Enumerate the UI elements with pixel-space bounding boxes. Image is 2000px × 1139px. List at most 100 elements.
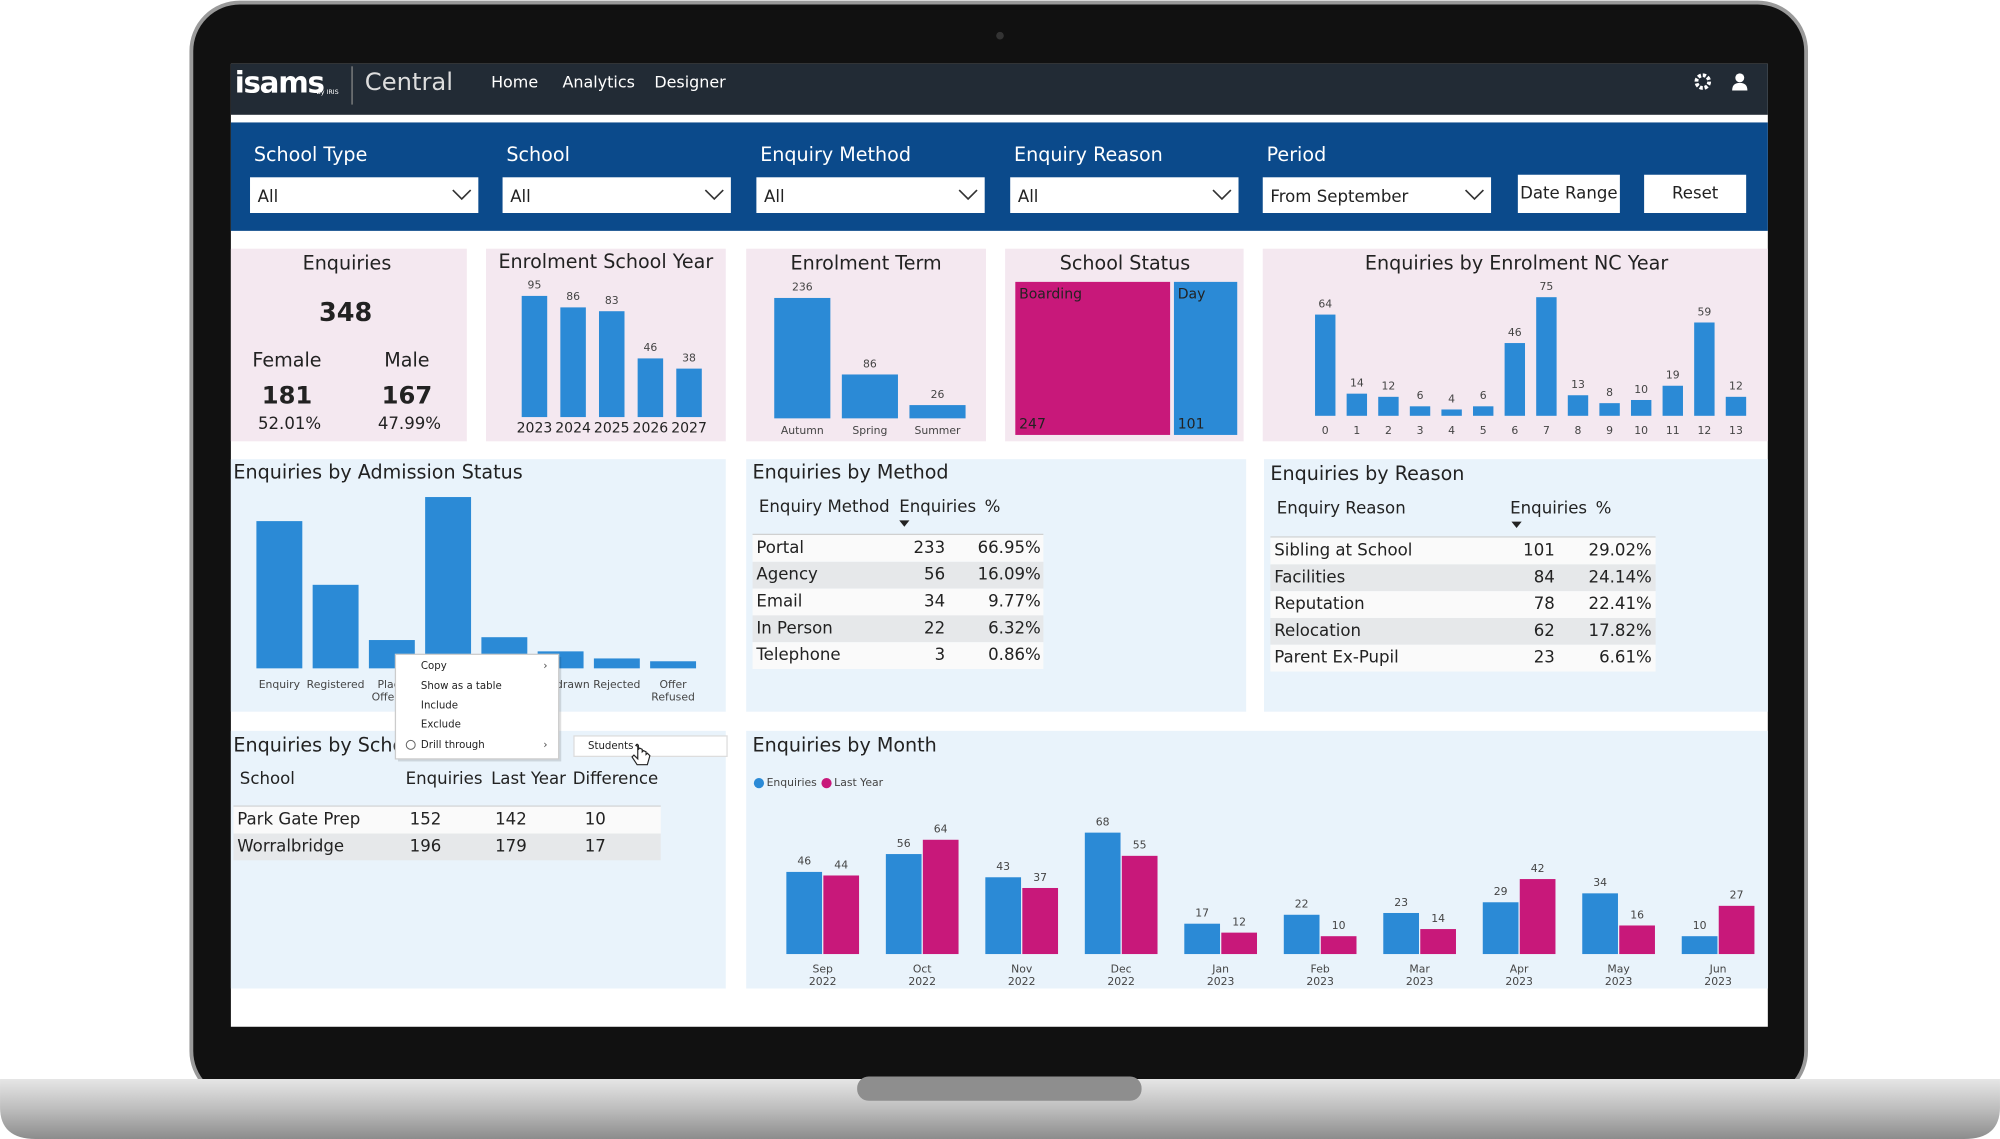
column-header: School [240,769,295,788]
column-header: Enquiry Method [759,497,890,516]
bar [650,661,697,669]
bar [1383,912,1419,955]
data-label: 64 [1318,297,1332,310]
table-cell: 233 [913,538,945,557]
filter-label: Enquiry Method [760,143,911,166]
menu-item[interactable]: Include [421,700,458,711]
button[interactable] [1517,174,1620,214]
male-pct: 47.99% [378,414,441,433]
menu-item[interactable]: Exclude [421,719,461,730]
bar [560,307,586,418]
total: 348 [319,298,372,328]
menu-item[interactable]: Copy [421,661,447,672]
filter-bar [230,122,1768,231]
category-label: 5 [1480,424,1487,437]
male-label: Male [384,348,429,371]
table-cell: 10 [585,810,606,829]
legend-label: Last Year [834,776,883,789]
category-label: 2026 [633,421,669,437]
menu-item[interactable]: Drill through [421,740,485,751]
dropdown-value: From September [1270,187,1408,206]
data-label: 22 [1295,898,1309,911]
chevron [1464,189,1484,201]
data-label: 6 [1480,389,1487,402]
treemap-tile [1015,281,1171,435]
category-label: Spring [852,424,887,437]
category-label: Registered [307,678,365,691]
laptop-notch [857,1076,1142,1101]
table-title: Enquiries by School [233,734,421,757]
bar [593,658,640,669]
dropdown[interactable] [1010,177,1239,214]
category-label: 4 [1448,424,1455,437]
category-label: 7 [1543,424,1550,437]
table-cell: 17 [585,836,606,855]
bar [985,877,1022,955]
bar [1184,923,1221,955]
submenu-arrow: › [543,661,547,672]
data-label: 14 [1431,912,1445,925]
bar [1315,314,1336,416]
female-label: Female [252,348,321,371]
card-title: Enquiries [303,252,392,275]
bar [1694,322,1715,416]
submenu-item[interactable]: Students [588,741,633,752]
column-header: % [985,497,1001,516]
data-label: 75 [1540,280,1554,293]
category-label: Nov 2022 [1008,962,1036,987]
bar [823,875,860,955]
table-cell: 22.41% [1589,594,1652,613]
category-label: 9 [1606,424,1613,437]
dropdown-value: All [1018,187,1039,206]
table-cell: 0.86% [988,645,1041,664]
female-count: 181 [262,382,313,410]
chevron [452,189,472,201]
bar [1599,403,1620,416]
data-label: 8 [1606,386,1613,399]
dropdown[interactable] [756,177,985,214]
dropdown[interactable] [1262,177,1492,214]
dropdown[interactable] [250,177,479,214]
product-name: Central [365,68,453,96]
chart-title: Enrolment School Year [498,250,713,273]
settings-icon[interactable] [1694,73,1712,90]
table-row [1270,617,1656,645]
legend-label: Enquiries [767,776,818,789]
table-cell: Portal [756,538,804,557]
data-label: 12 [1729,380,1743,393]
bar [1725,396,1747,416]
table-cell: 6.32% [988,618,1041,637]
drill-icon [405,739,416,750]
dropdown[interactable] [502,177,731,214]
nav-link[interactable]: Designer [654,72,726,91]
cursor [631,743,651,766]
table-cell: 6.61% [1599,648,1652,667]
table-cell: Park Gate Prep [237,810,360,829]
data-label: 34 [1593,876,1607,889]
bar [1378,396,1399,416]
filter-label: Period [1267,143,1327,166]
nav-link[interactable]: Home [491,72,538,91]
bar [1662,385,1683,416]
bar [1482,902,1519,955]
data-label: 42 [1531,862,1545,875]
nav-link[interactable]: Analytics [563,72,635,91]
table-row [233,806,661,834]
data-label: 29 [1494,885,1508,898]
table-row [752,588,1044,616]
button[interactable] [1644,174,1747,214]
user-icon[interactable] [1732,73,1748,91]
table-row [1270,644,1656,672]
bar [598,311,625,418]
bar [1084,832,1121,955]
table-cell: 196 [410,836,442,855]
bar [1619,925,1655,955]
bar [1441,409,1462,416]
category-label: May 2023 [1605,962,1633,987]
male-count: 167 [382,382,433,410]
bar [922,839,959,955]
table-title: Enquiries by Reason [1270,462,1464,485]
menu-item[interactable]: Show as a table [421,681,502,692]
treemap-tile [1173,281,1238,435]
sort-arrow [899,520,910,527]
